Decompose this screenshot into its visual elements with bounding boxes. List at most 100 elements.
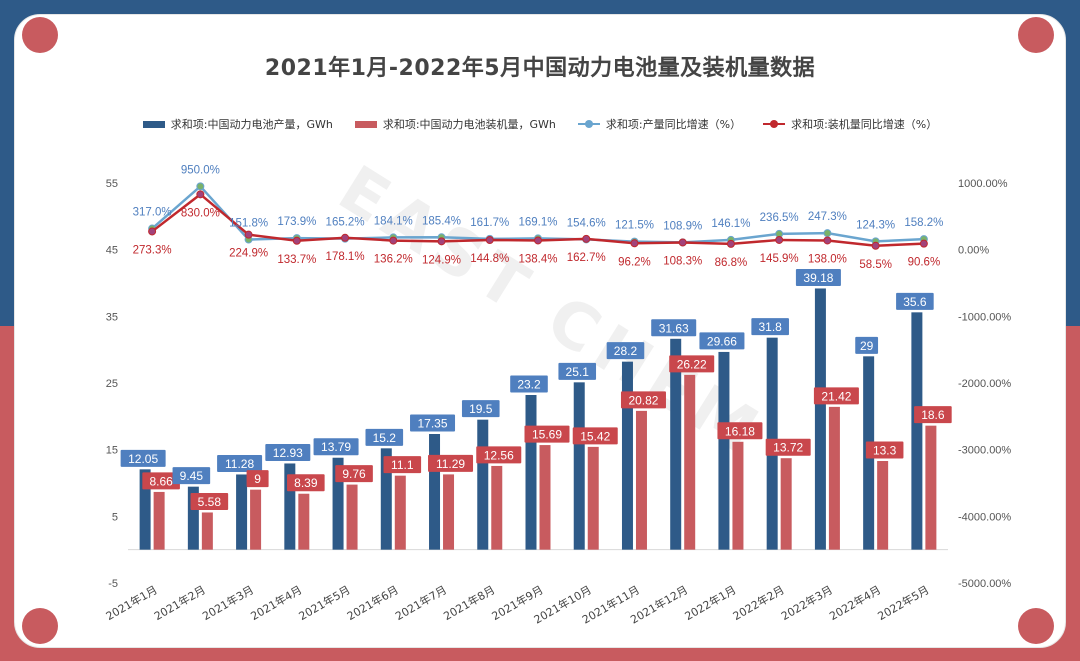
y-left-tick-label: 45 bbox=[106, 245, 118, 257]
point-production-growth bbox=[196, 182, 205, 191]
bar-label-installed: 13.72 bbox=[773, 441, 803, 455]
line-label-installed-growth: 830.0% bbox=[181, 207, 220, 219]
chart-title: 2021年1月-2022年5月中国动力电池量及装机量数据 bbox=[264, 56, 816, 81]
bar-label-production-box bbox=[606, 342, 645, 360]
bar-label-production: 9.45 bbox=[180, 469, 204, 483]
y-left-tick-label: 5 bbox=[112, 511, 118, 523]
line-label-production-growth: 317.0% bbox=[133, 207, 172, 219]
bar-label-installed-box bbox=[335, 465, 373, 483]
line-label-installed-growth: 224.9% bbox=[229, 248, 268, 260]
x-tick-label: 2022年3月 bbox=[779, 582, 835, 623]
bar-label-installed-box bbox=[383, 456, 422, 474]
bar-production bbox=[718, 351, 730, 550]
bar-production bbox=[236, 474, 248, 550]
legend-label-installed: 求和项:中国动力电池装机量，GWh bbox=[382, 118, 556, 131]
bar-label-production-box bbox=[120, 449, 166, 467]
bar-label-installed-box bbox=[572, 427, 618, 445]
point-installed-growth bbox=[292, 236, 301, 245]
bar-production bbox=[380, 448, 392, 550]
line-label-production-growth: 151.8% bbox=[229, 218, 268, 230]
bar-label-production-box bbox=[313, 438, 359, 456]
bar-label-production-box bbox=[795, 268, 841, 286]
bar-label-installed-box bbox=[287, 474, 325, 492]
chart-legend: 求和项:中国动力电池产量，GWh 求和项:中国动力电池装机量，GWh 求和项:产… bbox=[0, 116, 1080, 132]
bar-label-production: 39.18 bbox=[803, 271, 833, 285]
point-installed-growth bbox=[630, 239, 639, 248]
bar-label-installed: 8.39 bbox=[294, 476, 318, 490]
line-label-production-growth: 154.6% bbox=[567, 217, 606, 229]
x-tick-label: 2022年4月 bbox=[827, 582, 883, 623]
y-right-tick-label: -2000.00% bbox=[958, 378, 1011, 390]
line-label-production-growth: 108.9% bbox=[663, 220, 702, 232]
line-label-installed-growth: 144.8% bbox=[470, 253, 509, 265]
y-right-tick-label: -3000.00% bbox=[958, 445, 1011, 457]
y-right-tick-label: -5000.00% bbox=[958, 578, 1011, 590]
line-label-production-growth: 173.9% bbox=[277, 216, 316, 228]
x-tick-label: 2021年4月 bbox=[248, 582, 304, 623]
bar-label-production: 35.6 bbox=[903, 295, 927, 309]
bar-production bbox=[187, 486, 199, 550]
point-installed-growth bbox=[196, 190, 205, 199]
bar-label-installed: 9.76 bbox=[342, 467, 366, 481]
bar-installed bbox=[153, 491, 165, 550]
y-right-tick-label: 1000.00% bbox=[958, 178, 1008, 190]
x-tick-label: 2021年3月 bbox=[200, 582, 256, 623]
bar-label-production-box bbox=[896, 292, 934, 310]
line-label-production-growth: 247.3% bbox=[808, 211, 847, 223]
bar-installed bbox=[828, 406, 840, 550]
bar-label-installed: 15.69 bbox=[532, 428, 562, 442]
bar-label-production-box bbox=[510, 375, 548, 393]
bar-label-installed: 5.58 bbox=[198, 495, 222, 509]
bar-production bbox=[814, 288, 826, 550]
line-label-production-growth: 184.1% bbox=[374, 215, 413, 227]
line-label-installed-growth: 108.3% bbox=[663, 255, 702, 267]
bar-production bbox=[911, 312, 923, 550]
point-installed-growth bbox=[437, 237, 446, 246]
y-left-tick-label: 35 bbox=[106, 311, 118, 323]
legend-item-production: 求和项:中国动力电池产量，GWh bbox=[142, 116, 333, 132]
legend-item-production-growth: 求和项:产量同比增速（%） bbox=[577, 116, 741, 132]
bar-installed bbox=[587, 446, 599, 550]
x-tick-label: 2021年2月 bbox=[151, 582, 207, 623]
bar-installed bbox=[298, 493, 310, 550]
point-installed-growth bbox=[823, 236, 832, 245]
point-installed-growth bbox=[919, 239, 928, 248]
bar-label-installed: 8.66 bbox=[149, 474, 173, 488]
point-installed-growth bbox=[148, 227, 157, 236]
y-left-tick-label: 55 bbox=[106, 178, 118, 190]
bar-label-production-box bbox=[855, 336, 879, 354]
point-installed-growth bbox=[726, 239, 735, 248]
line-label-installed-growth: 133.7% bbox=[277, 254, 316, 266]
bar-label-production-box bbox=[751, 318, 789, 336]
bar-label-installed-box bbox=[190, 492, 229, 510]
x-tick-label: 2022年1月 bbox=[682, 582, 738, 623]
y-left-tick-label: 15 bbox=[106, 445, 118, 457]
bar-label-installed: 12.56 bbox=[484, 448, 514, 462]
bar-label-installed-box bbox=[717, 422, 763, 440]
bar-label-production: 29.66 bbox=[707, 334, 737, 348]
bar-label-production: 15.2 bbox=[373, 431, 397, 445]
line-label-production-growth: 165.2% bbox=[326, 217, 365, 229]
bar-label-production-box bbox=[365, 428, 404, 446]
x-tick-label: 2022年2月 bbox=[730, 582, 786, 623]
bar-installed bbox=[394, 475, 406, 550]
line-label-production-growth: 185.4% bbox=[422, 215, 461, 227]
y-left-tick-label: 25 bbox=[106, 378, 118, 390]
legend-swatch-installed bbox=[354, 120, 377, 128]
x-tick-label: 2021年7月 bbox=[393, 582, 449, 623]
legend-item-installed-growth: 求和项:装机量同比增速（%） bbox=[763, 116, 937, 132]
bar-label-production-box bbox=[410, 414, 456, 432]
bar-label-production: 23.2 bbox=[517, 378, 541, 392]
line-label-installed-growth: 273.3% bbox=[133, 244, 172, 256]
line-label-production-growth: 161.7% bbox=[470, 217, 509, 229]
bar-label-installed: 16.18 bbox=[725, 424, 755, 438]
bar-label-installed: 21.42 bbox=[821, 389, 851, 403]
bar-production bbox=[621, 361, 633, 550]
bar-production bbox=[573, 382, 585, 550]
bar-label-production: 13.79 bbox=[321, 440, 351, 454]
line-label-installed-growth: 96.2% bbox=[618, 256, 651, 268]
bar-label-installed-box bbox=[246, 470, 269, 488]
corner-dot-top-left bbox=[22, 17, 58, 53]
bar-label-production-box bbox=[217, 454, 263, 472]
legend-item-installed: 求和项:中国动力电池装机量，GWh bbox=[354, 116, 556, 132]
